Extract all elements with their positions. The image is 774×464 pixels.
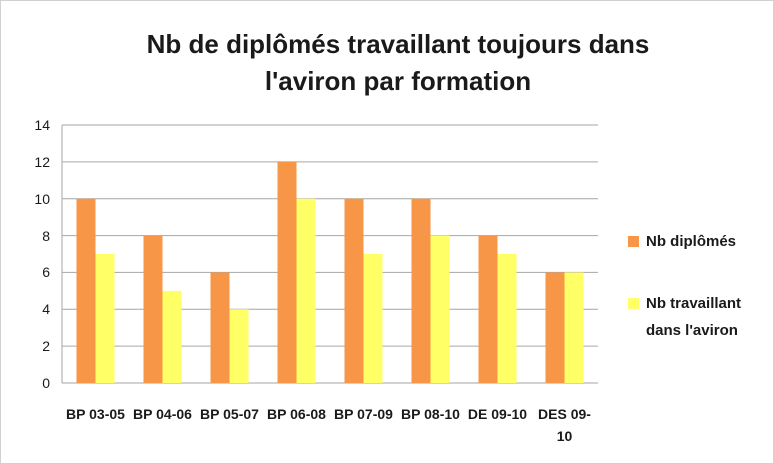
- bar: [545, 272, 565, 383]
- x-tick-label: BP 07-09: [334, 406, 393, 422]
- x-tick-label: DES 09-10: [538, 406, 591, 444]
- bar: [162, 290, 182, 383]
- bar: [363, 254, 383, 383]
- legend-swatch: [628, 298, 639, 309]
- bar: [497, 254, 517, 383]
- y-tick-label: 12: [34, 153, 50, 170]
- x-tick-label: DE 09-10: [467, 406, 528, 422]
- bar: [277, 161, 297, 383]
- bar: [76, 198, 96, 383]
- bar: [411, 198, 431, 383]
- bar: [430, 235, 450, 383]
- bar: [296, 198, 316, 383]
- x-tick-label: BP 03-05: [66, 406, 125, 422]
- y-tick-label: 6: [42, 264, 50, 281]
- bar: [478, 235, 498, 383]
- legend-swatch: [628, 236, 639, 247]
- y-tick-label: 14: [34, 117, 50, 133]
- y-tick-label: 2: [42, 338, 50, 355]
- bar: [344, 198, 364, 383]
- bar: [143, 235, 163, 383]
- bar: [564, 272, 584, 383]
- chart-title: Nb de diplômés travaillant toujours dans…: [146, 29, 650, 96]
- bar: [95, 254, 115, 383]
- x-tick-label: BP 05-07: [200, 406, 259, 422]
- legend-label: Nb travaillant dans l'aviron: [646, 295, 742, 339]
- bar: [210, 272, 230, 383]
- x-tick-label: BP 04-06: [133, 406, 192, 422]
- legend-label: Nb diplômés: [646, 233, 737, 250]
- x-tick-label: BP 08-10: [401, 406, 460, 422]
- y-tick-label: 4: [42, 301, 50, 318]
- y-tick-label: 10: [34, 190, 50, 207]
- y-tick-label: 8: [42, 227, 50, 244]
- x-tick-label: BP 06-08: [267, 406, 326, 422]
- y-tick-label: 0: [42, 375, 50, 391]
- bar: [229, 309, 249, 383]
